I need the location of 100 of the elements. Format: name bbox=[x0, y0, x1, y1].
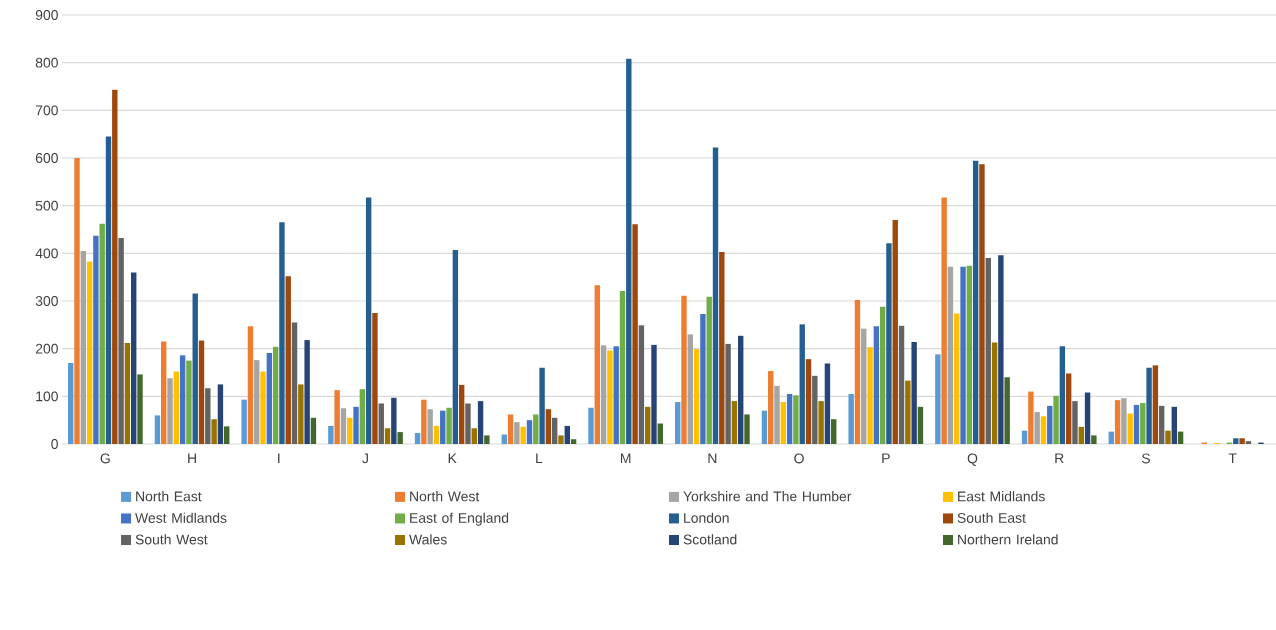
bar bbox=[154, 415, 161, 444]
bar bbox=[1065, 373, 1072, 444]
y-tick-label: 0 bbox=[51, 439, 58, 449]
bar bbox=[359, 389, 366, 444]
bar bbox=[812, 375, 818, 444]
bar bbox=[80, 250, 87, 444]
bar bbox=[279, 222, 285, 444]
bar bbox=[675, 402, 681, 444]
bar bbox=[1078, 426, 1084, 444]
bar bbox=[254, 360, 260, 444]
y-tick-label: 500 bbox=[35, 200, 58, 211]
x-tick-label: P bbox=[882, 453, 890, 464]
y-tick-label: 100 bbox=[36, 391, 58, 402]
x-tick-label: M bbox=[620, 453, 631, 464]
bar bbox=[632, 224, 638, 444]
bar bbox=[558, 435, 564, 444]
bar bbox=[167, 378, 173, 444]
bar bbox=[1158, 405, 1165, 444]
bar bbox=[725, 343, 731, 444]
bar bbox=[892, 219, 898, 444]
y-tick-label: 700 bbox=[35, 105, 58, 116]
x-tick-label: L bbox=[536, 453, 543, 464]
bar bbox=[340, 408, 347, 444]
bar bbox=[1034, 412, 1040, 444]
y-tick-label: 900 bbox=[35, 10, 58, 20]
bar bbox=[1028, 391, 1034, 444]
bar bbox=[651, 344, 657, 444]
bar bbox=[638, 325, 645, 444]
bar bbox=[719, 251, 725, 444]
bar bbox=[545, 409, 552, 444]
bar bbox=[179, 355, 186, 444]
bar bbox=[224, 426, 230, 444]
bar bbox=[805, 359, 812, 444]
x-tick-label: H bbox=[188, 453, 196, 464]
bar bbox=[217, 384, 224, 444]
bar bbox=[873, 326, 880, 444]
bar bbox=[484, 435, 490, 444]
legend-label: Scotland bbox=[683, 534, 737, 545]
bar bbox=[1108, 431, 1114, 444]
bar bbox=[1133, 404, 1140, 444]
bar bbox=[799, 324, 805, 444]
bar bbox=[211, 419, 217, 444]
bar bbox=[112, 89, 118, 444]
bar bbox=[700, 313, 706, 444]
bar bbox=[378, 403, 384, 444]
bar bbox=[507, 414, 514, 444]
bar bbox=[266, 352, 273, 444]
bar bbox=[854, 300, 861, 444]
bar bbox=[247, 326, 254, 444]
x-tick-label: J bbox=[362, 453, 368, 464]
x-tick-label: S bbox=[1141, 453, 1150, 464]
bar bbox=[985, 258, 991, 444]
legend-label: Yorkshire and The Humber bbox=[683, 491, 852, 502]
y-tick-label: 400 bbox=[35, 248, 58, 259]
bar bbox=[421, 399, 427, 444]
bar bbox=[440, 410, 446, 444]
bar bbox=[458, 384, 465, 444]
legend-label: West Midlands bbox=[135, 512, 227, 523]
bar bbox=[465, 403, 471, 444]
bar bbox=[291, 322, 298, 444]
legend-label: Wales bbox=[409, 534, 447, 545]
bar bbox=[551, 417, 558, 444]
bar bbox=[831, 419, 837, 444]
bar bbox=[1171, 406, 1177, 444]
bar bbox=[1165, 430, 1171, 444]
bar bbox=[1053, 395, 1059, 444]
bar bbox=[744, 414, 750, 444]
legend-label: North East bbox=[136, 491, 202, 502]
x-tick-label: Q bbox=[967, 453, 978, 466]
bar bbox=[1091, 435, 1097, 444]
bar bbox=[991, 342, 998, 444]
bar bbox=[427, 409, 433, 444]
bar bbox=[1245, 441, 1252, 444]
bar bbox=[693, 349, 700, 444]
bar bbox=[105, 136, 112, 444]
bar bbox=[657, 423, 663, 444]
legend-label: East Midlands bbox=[958, 491, 1045, 502]
bar bbox=[118, 238, 124, 444]
bar bbox=[848, 393, 854, 444]
bar bbox=[619, 290, 626, 444]
bar bbox=[1040, 416, 1047, 444]
bar bbox=[780, 402, 787, 444]
bar bbox=[285, 276, 291, 444]
bar bbox=[501, 434, 507, 444]
bar bbox=[1059, 346, 1066, 444]
bar bbox=[514, 422, 520, 444]
bar bbox=[93, 235, 99, 444]
bar bbox=[824, 363, 831, 444]
bar bbox=[74, 158, 80, 444]
bar bbox=[712, 147, 719, 444]
bar bbox=[310, 417, 317, 444]
bar bbox=[706, 296, 712, 444]
bar bbox=[471, 428, 477, 444]
bar bbox=[353, 406, 359, 444]
bar bbox=[607, 350, 613, 444]
bar bbox=[687, 334, 694, 444]
bar bbox=[947, 266, 954, 444]
bar bbox=[879, 306, 886, 444]
bar bbox=[979, 164, 985, 444]
bar bbox=[173, 371, 180, 444]
